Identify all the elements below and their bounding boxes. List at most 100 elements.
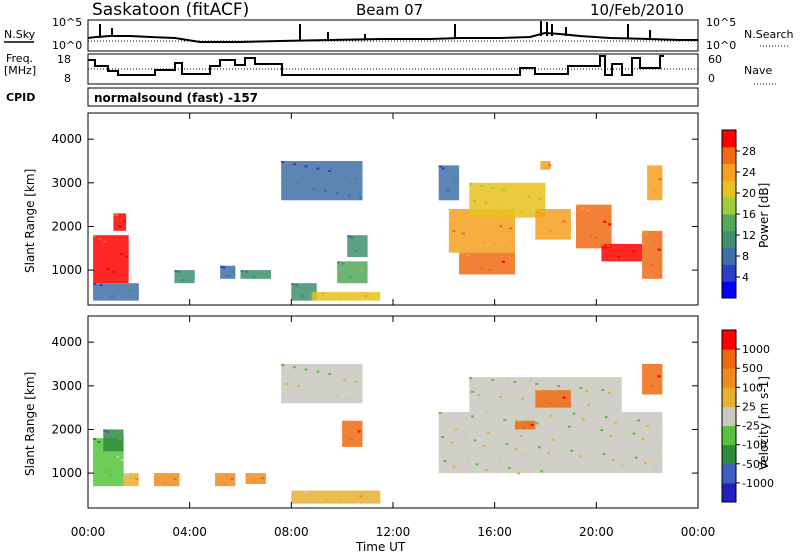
echo-speckle [337, 261, 341, 264]
colorbar-swatch [722, 444, 736, 465]
x-tick-label: 04:00 [172, 525, 207, 539]
colorbar-swatch [722, 425, 736, 446]
colorbar-swatch [722, 163, 736, 181]
colorbar-swatch [722, 281, 736, 299]
colorbar-swatch [722, 214, 736, 232]
echo-speckle [538, 197, 542, 200]
echo-speckle [642, 230, 646, 233]
colorbar-tick-label: 12 [742, 229, 756, 242]
echo-speckle [576, 204, 579, 207]
echo-speckle [343, 378, 347, 381]
power-ylabel: Slant Range [km] [23, 169, 37, 273]
echo-speckle [657, 375, 661, 378]
echo-speckle [218, 473, 222, 476]
echo-speckle [473, 199, 477, 202]
echo-speckle [285, 179, 289, 182]
echo-speckle [104, 471, 108, 474]
echo-region [291, 490, 381, 504]
echo-speckle [438, 165, 442, 168]
echo-speckle [535, 382, 539, 385]
colorbar-swatch [722, 349, 736, 369]
colorbar-tick-label: 25 [742, 400, 756, 413]
echo-speckle [129, 482, 133, 485]
echo-speckle [509, 208, 513, 211]
echo-speckle [450, 441, 454, 444]
y-tick-label: 4000 [51, 335, 82, 349]
nsky-trace [87, 31, 698, 43]
freq-tick-top: 18 [57, 53, 71, 66]
echo-speckle [499, 395, 503, 398]
echo-speckle [600, 429, 604, 432]
echo-speckle [311, 291, 315, 294]
echo-speckle [466, 457, 470, 460]
echo-speckle [248, 473, 252, 476]
echo-speckle [120, 458, 124, 461]
echo-region [642, 230, 663, 279]
x-axis-label: Time UT [355, 540, 406, 554]
echo-speckle [163, 482, 167, 485]
echo-speckle [304, 368, 308, 371]
echo-speckle [244, 270, 248, 273]
echo-speckle [222, 482, 226, 485]
echo-speckle [220, 265, 224, 268]
echo-speckle [316, 167, 320, 170]
echo-speckle [491, 379, 495, 382]
echo-speckle [109, 473, 113, 476]
echo-speckle [448, 209, 452, 211]
echo-speckle [499, 225, 503, 228]
echo-speckle [652, 189, 656, 192]
echo-speckle [341, 262, 345, 265]
echo-speckle [252, 276, 256, 279]
colorbar-swatch [722, 330, 736, 350]
echo-speckle [603, 220, 607, 223]
echo-region [438, 165, 460, 201]
echo-speckle [312, 390, 316, 393]
echo-speckle [609, 434, 613, 437]
colorbar-swatch [722, 146, 736, 165]
echo-speckle [502, 246, 506, 249]
cpid-label: CPID [6, 91, 35, 104]
colorbar-swatch [722, 247, 736, 265]
colorbar-swatch [722, 463, 736, 484]
echo-speckle [182, 279, 186, 282]
echo-speckle [467, 253, 471, 256]
echo-speckle [488, 268, 492, 271]
colorbar-tick-label: 20 [742, 187, 756, 200]
echo-speckle [225, 274, 229, 277]
echo-region [540, 161, 551, 170]
echo-speckle [562, 396, 566, 399]
colorbar-tick-label: 1000 [742, 343, 770, 356]
echo-speckle [658, 178, 662, 181]
echo-speckle [487, 218, 491, 221]
echo-speckle [263, 273, 267, 276]
colorbar-swatch [722, 368, 736, 388]
echo-speckle [99, 284, 103, 287]
echo-speckle [359, 399, 363, 402]
echo-speckle [562, 220, 566, 223]
echo-speckle [253, 480, 257, 483]
echo-speckle [328, 372, 332, 375]
echo-speckle [103, 429, 107, 432]
colorbar-swatch [722, 387, 736, 407]
echo-region [103, 429, 124, 452]
y-tick-label: 1000 [51, 263, 82, 277]
echo-speckle [355, 250, 359, 253]
echo-speckle [537, 446, 541, 449]
echo-speckle [586, 209, 590, 212]
colorbar-tick-label: 4 [742, 271, 749, 284]
echo-speckle [441, 167, 445, 170]
echo-speckle [540, 210, 544, 213]
echo-speckle [441, 436, 445, 439]
echo-speckle [647, 165, 651, 168]
echo-speckle [111, 270, 115, 273]
freq-tick-bottom: 8 [64, 72, 71, 85]
echo-speckle [301, 295, 305, 298]
echo-speckle [515, 420, 518, 423]
echo-speckle [498, 461, 502, 464]
colorbar-swatch [722, 230, 736, 249]
echo-speckle [454, 428, 458, 431]
echo-speckle [560, 444, 564, 447]
echo-speckle [292, 163, 296, 166]
colorbar-tick-label: 100 [742, 381, 763, 394]
echo-speckle [482, 444, 486, 447]
